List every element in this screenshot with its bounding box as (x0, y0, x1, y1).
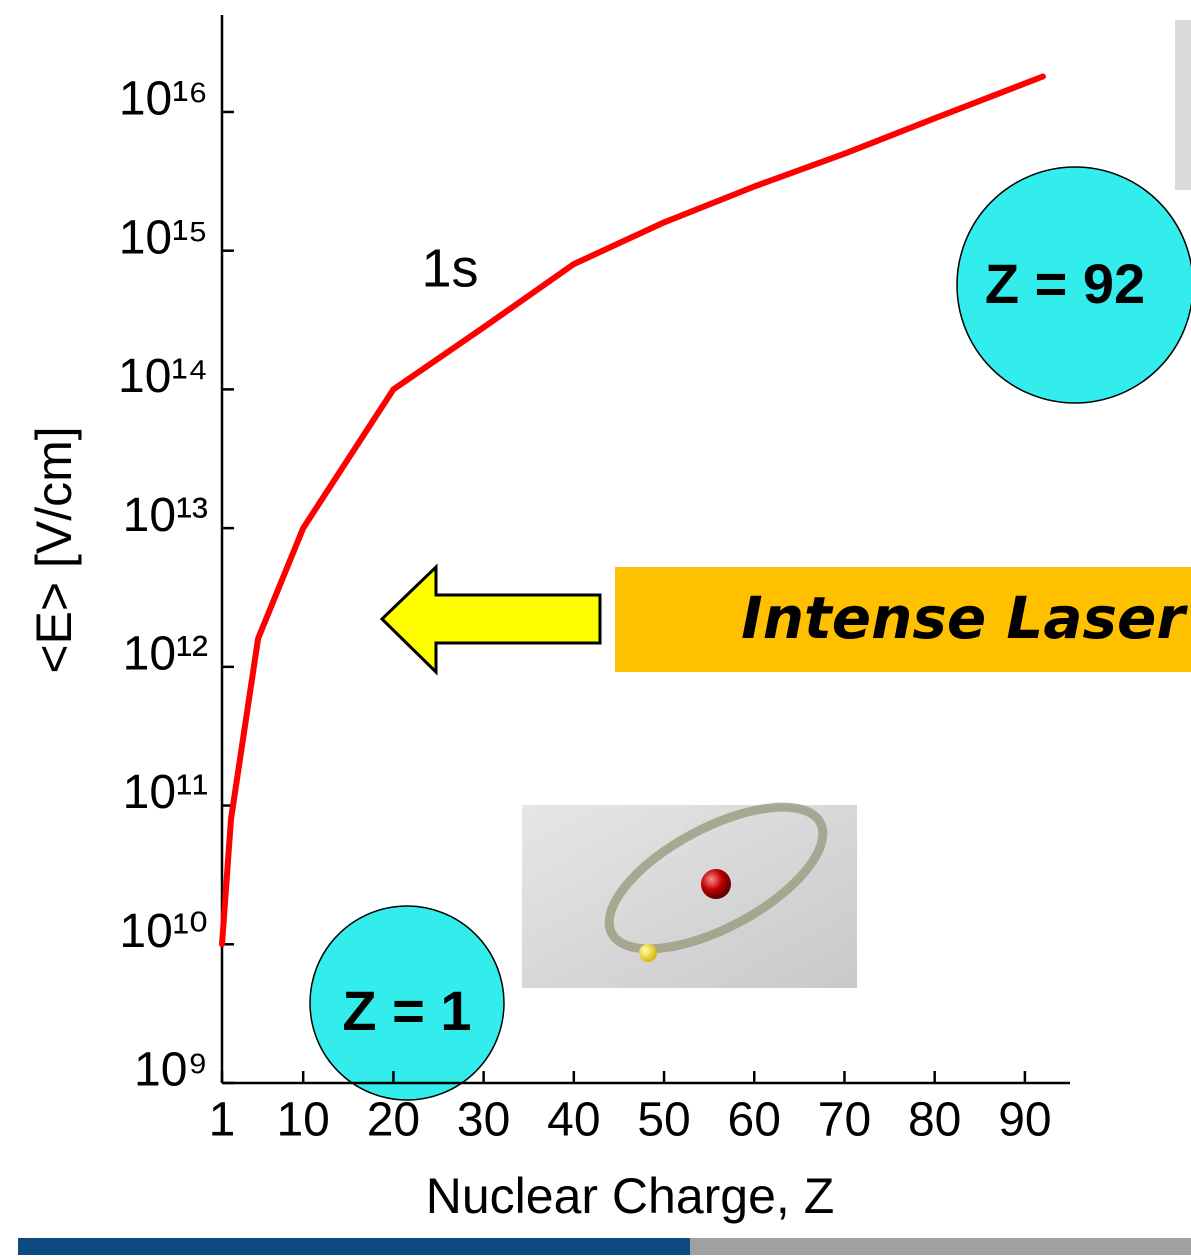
x-tick-label: 80 (908, 1094, 961, 1147)
page: {"chart_data": { "type": "line", "x_labe… (0, 0, 1191, 1255)
annotation: Z = 92 (985, 252, 1145, 315)
annotation: Intense Laser (741, 584, 1188, 652)
annotation: 1s (421, 238, 478, 298)
y-tick-label: 10⁹ (134, 1044, 208, 1097)
annotation: Z = 1 (342, 979, 471, 1042)
x-tick-label: 20 (367, 1094, 420, 1147)
y-tick-label: 10¹⁵ (119, 211, 208, 264)
y-tick-label: 10¹⁶ (119, 73, 208, 126)
y-tick-label: 10¹² (123, 628, 208, 681)
x-tick-label: 90 (998, 1094, 1051, 1147)
y-tick-label: 10¹¹ (123, 766, 208, 819)
side-panel (1175, 20, 1191, 190)
chart: 1s Z = 92 Z = 1 Intense Laser Nuclear Ch… (0, 0, 1191, 1255)
x-tick-label: 10 (276, 1094, 329, 1147)
y-tick-label: 10¹³ (123, 489, 208, 542)
y-tick-label: 10¹⁰ (119, 905, 208, 958)
footer-bar (18, 1238, 690, 1255)
x-tick-label: 30 (457, 1094, 510, 1147)
x-tick-label: 50 (637, 1094, 690, 1147)
x-tick-label: 70 (818, 1094, 871, 1147)
x-tick-label: 60 (728, 1094, 781, 1147)
y-tick-label: 10¹⁴ (118, 350, 208, 403)
arrow (382, 567, 600, 672)
footer-bar-gray (690, 1238, 1191, 1255)
x-axis-label: Nuclear Charge, Z (426, 1168, 835, 1224)
y-axis-label: <E> [V/cm] (26, 426, 82, 673)
x-tick-label: 1 (209, 1094, 236, 1147)
atom-illustration (522, 778, 857, 988)
x-tick-label: 40 (547, 1094, 600, 1147)
